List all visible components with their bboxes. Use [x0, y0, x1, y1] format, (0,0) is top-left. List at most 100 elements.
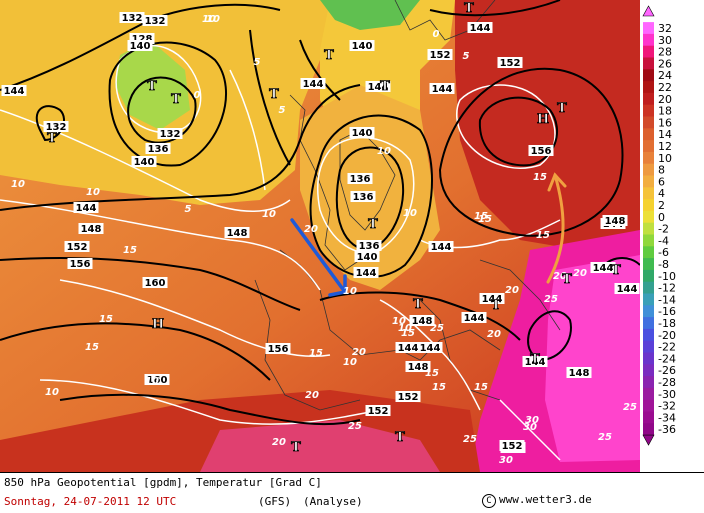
temperature-label: 15: [478, 214, 492, 225]
height-label-box: [499, 440, 525, 451]
height-label-box: [144, 374, 170, 385]
legend-swatch: [643, 376, 654, 389]
legend-label: -28: [658, 376, 676, 389]
height-label: 152: [398, 392, 419, 403]
legend-label: 10: [658, 152, 672, 165]
low-pressure-center: T: [380, 79, 390, 94]
temperature-label: 15: [401, 328, 415, 339]
height-label-box: [349, 127, 375, 138]
legend-swatch: [643, 364, 654, 377]
low-pressure-center: T: [368, 217, 378, 232]
legend-swatch: [643, 234, 654, 247]
legend-label: 18: [658, 105, 672, 118]
temperature-label: 10: [11, 179, 25, 190]
high-pressure-center: H: [537, 112, 549, 127]
height-label: 156: [531, 146, 552, 157]
temperature-label: 15: [85, 342, 99, 353]
legend-swatch: [643, 210, 654, 224]
low-pressure-center: T: [464, 1, 474, 16]
legend-bottom-arrow: [642, 434, 655, 446]
height-label: 152: [502, 441, 523, 452]
temperature-label: 10: [86, 187, 100, 198]
height-label: 148: [227, 228, 248, 239]
temperature-label: 5: [279, 105, 286, 116]
temperature-label: 10: [398, 323, 412, 334]
height-label: 144: [525, 357, 546, 368]
legend-swatch: [643, 258, 654, 271]
low-pressure-center: T: [562, 272, 572, 287]
height-labels: 1321281321441441361321401361401441441441…: [1, 12, 640, 454]
temperature-label: 15: [533, 172, 547, 183]
legend-label: -10: [658, 270, 676, 283]
height-label: 140: [134, 157, 155, 168]
temperature-label: 15: [474, 382, 488, 393]
height-label: 132: [160, 129, 181, 140]
height-label: 144: [420, 343, 441, 354]
height-label-box: [497, 57, 523, 68]
temperature-label: 10: [262, 209, 276, 220]
temperature-label: 20: [573, 268, 587, 279]
legend-label: -22: [658, 341, 676, 354]
temperature-label: 15: [536, 230, 550, 241]
height-label-box: [427, 49, 453, 60]
legend-swatch: [643, 69, 654, 82]
temperature-label: 15: [309, 348, 323, 359]
height-label-box: [145, 143, 171, 154]
height-label: 152: [430, 50, 451, 61]
height-label-box: [405, 361, 431, 372]
legend-label: 6: [658, 175, 665, 188]
height-label-box: [522, 356, 548, 367]
temperature-label: 20: [487, 329, 501, 340]
temperature-label: 25: [348, 421, 362, 432]
height-label: 152: [368, 406, 389, 417]
low-pressure-center: T: [395, 430, 405, 445]
temperature-label: 15: [474, 211, 488, 222]
legend-swatch: [643, 387, 654, 401]
temperature-label: 20: [505, 285, 519, 296]
height-label: 160: [145, 278, 166, 289]
low-pressure-center: T: [413, 297, 423, 312]
temperature-band-southwest: [200, 420, 440, 472]
temperature-label: 10: [206, 14, 220, 25]
legend-swatch: [643, 22, 654, 35]
temperature-label: 25: [544, 294, 558, 305]
low-pressure-center: T: [291, 440, 301, 455]
legend-label: -2: [658, 223, 669, 236]
height-label-box: [157, 128, 183, 139]
height-label-box: [119, 12, 145, 23]
legend-label: 8: [658, 164, 665, 177]
temperature-blob-central: [300, 85, 440, 290]
low-pressure-center: T: [491, 298, 501, 313]
temperature-label: 30: [499, 455, 513, 466]
height-label-box: [350, 191, 376, 202]
legend-swatch: [643, 399, 654, 412]
footer: 850 hPa Geopotential [gpdm], Temperatur …: [0, 472, 704, 513]
site-link[interactable]: www.wetter3.de: [499, 493, 592, 506]
height-label-box: [479, 293, 505, 304]
temperature-label: 10: [145, 376, 159, 387]
legend-label: -12: [658, 282, 676, 295]
legend-label: -18: [658, 317, 676, 330]
weather-map: 1321281321441441361321401361401441441441…: [0, 0, 640, 472]
height-label: 132: [122, 13, 143, 24]
low-pressure-center: T: [269, 87, 279, 102]
height-label: 144: [470, 23, 491, 34]
temperature-label: 15: [425, 368, 439, 379]
temperature-label: 0: [433, 29, 440, 40]
temperature-label: 15: [123, 245, 137, 256]
orange-arrow: [546, 172, 567, 284]
height-label: 144: [482, 294, 503, 305]
height-label-box: [365, 405, 391, 416]
analysis-kind: (Analyse): [303, 495, 363, 508]
temperature-label: 5: [185, 204, 192, 215]
legend-label: 0: [658, 211, 665, 224]
temperature-label: 25: [430, 323, 444, 334]
temperature-hot-magenta-core: [545, 255, 640, 462]
height-label: 156: [268, 344, 289, 355]
height-label: 148: [81, 224, 102, 235]
legend-label: -4: [658, 234, 669, 247]
height-label-box: [67, 258, 93, 269]
height-label: 144: [432, 84, 453, 95]
